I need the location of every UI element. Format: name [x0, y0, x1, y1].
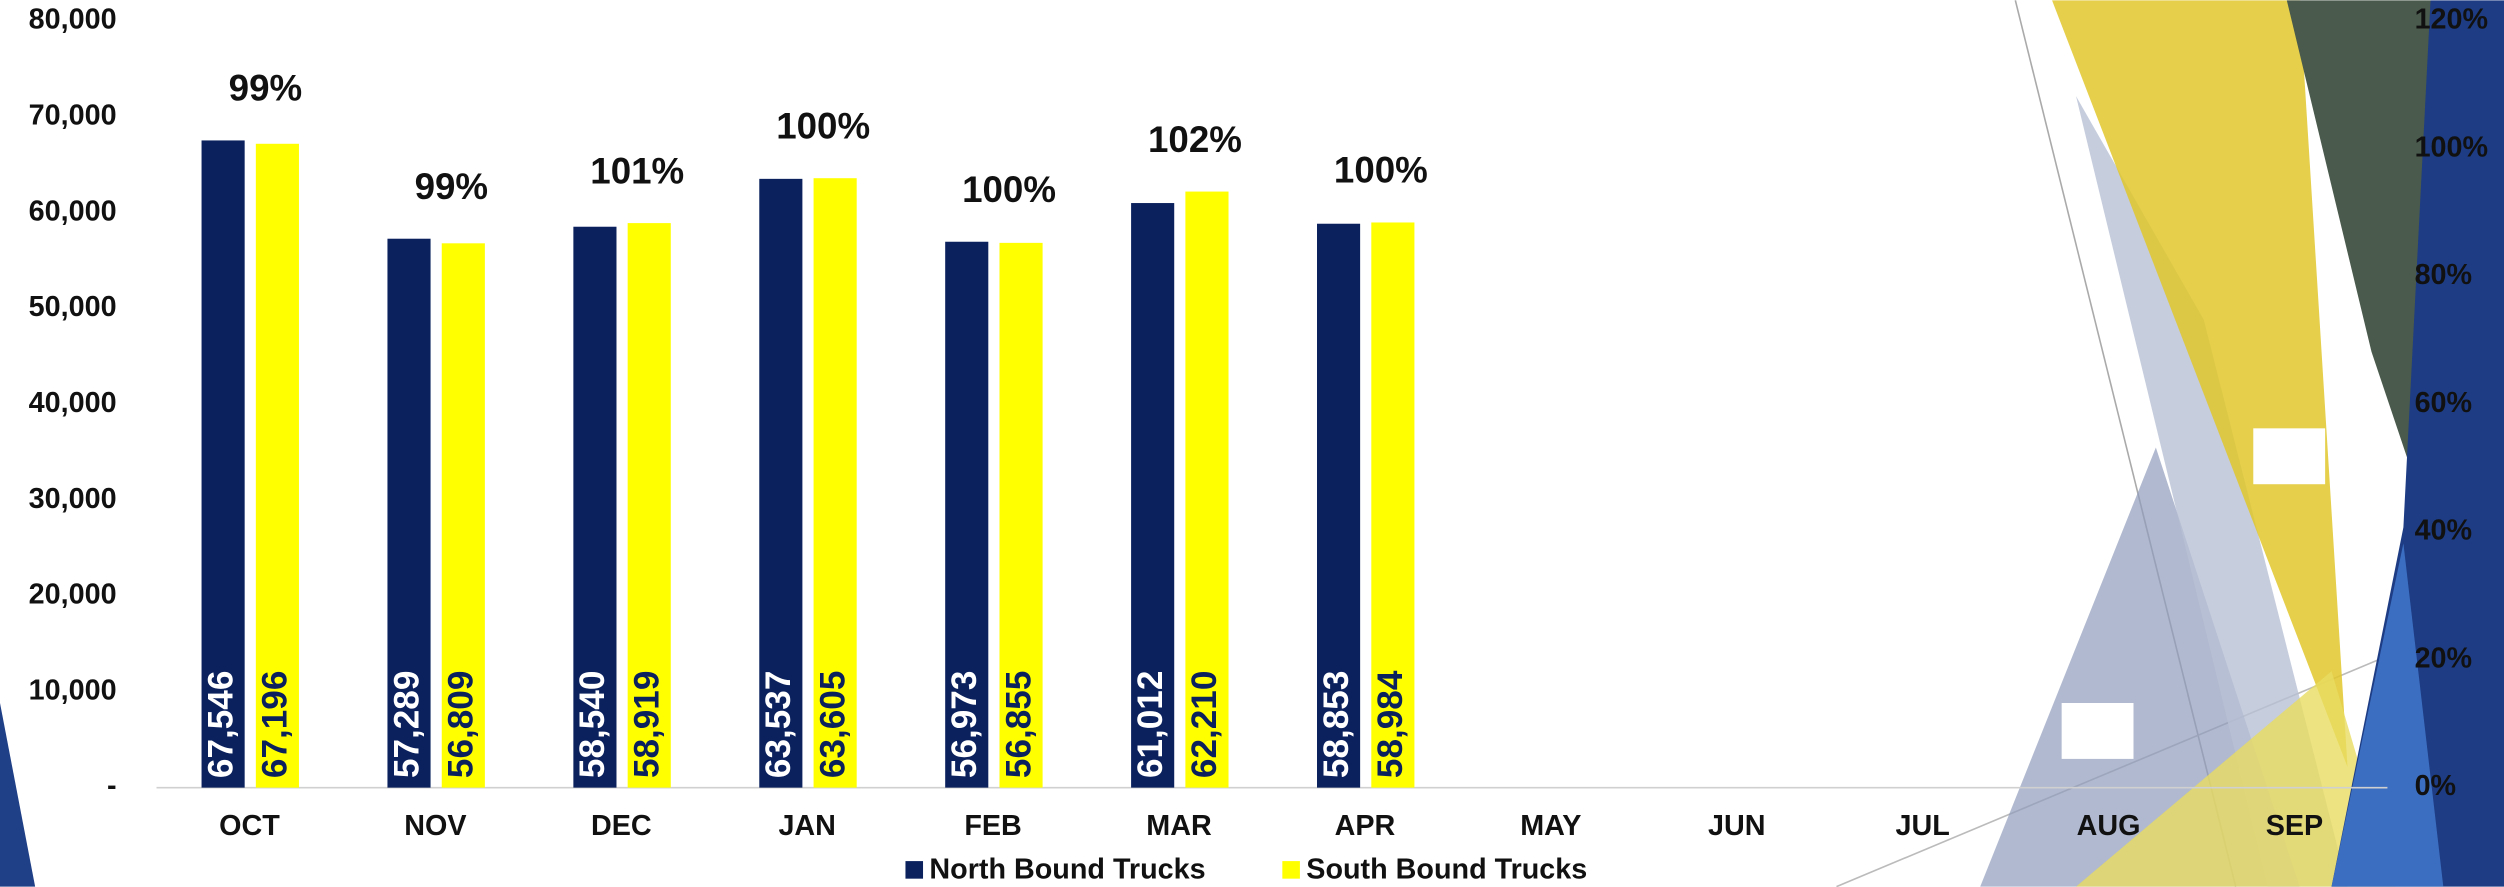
y-tick-label: 30,000 [29, 483, 117, 515]
bar-value-label: 56,973 [945, 671, 984, 778]
x-tick-label: JUN [1708, 810, 1765, 842]
legend-swatch [905, 861, 923, 879]
percent-label: 100% [1334, 150, 1428, 191]
percent-label: 101% [590, 150, 684, 191]
percent-label: 99% [229, 68, 303, 109]
x-tick-label: FEB [964, 810, 1021, 842]
legend-label: South Bound Trucks [1306, 853, 1587, 885]
legend-label: North Bound Trucks [929, 853, 1205, 885]
x-tick-label: MAY [1520, 810, 1581, 842]
bar-value-label: 56,809 [442, 671, 481, 778]
bar-value-label: 67,196 [256, 671, 295, 778]
y-tick-label: 10,000 [29, 674, 117, 706]
y2-tick-label: 120% [2415, 4, 2488, 36]
x-tick-label: JAN [778, 810, 835, 842]
x-tick-label: SEP [2266, 810, 2324, 842]
decor-box [2062, 703, 2134, 759]
bar-value-label: 58,984 [1371, 670, 1410, 778]
bar-value-label: 58,540 [573, 671, 612, 778]
y-tick-label: 80,000 [29, 4, 117, 36]
y-tick-label: 50,000 [29, 291, 117, 323]
percent-label: 102% [1148, 119, 1242, 160]
bar-value-label: 56,855 [999, 671, 1038, 778]
percent-label: 100% [776, 105, 870, 146]
x-tick-label: AUG [2077, 810, 2141, 842]
legend: North Bound Trucks South Bound Trucks [905, 853, 1587, 885]
bar-value-label: 61,012 [1131, 671, 1170, 778]
y2-tick-label: 100% [2415, 131, 2488, 163]
y2-tick-label: 20% [2415, 642, 2473, 674]
y2-tick-label: 0% [2415, 770, 2457, 802]
y-tick-label: 40,000 [29, 387, 117, 419]
chart: North Bound Trucks South Bound Trucks - 10… [0, 0, 2504, 887]
decor-box [2253, 428, 2325, 484]
bar-value-label: 67,546 [201, 671, 240, 778]
background-decor [0, 0, 2504, 886]
y2-tick-label: 80% [2415, 259, 2473, 291]
bar-value-label: 58,853 [1317, 671, 1356, 778]
bar-value-label: 57,289 [387, 671, 426, 778]
y2-tick-label: 40% [2415, 515, 2473, 547]
y-tick-label: 70,000 [29, 100, 117, 132]
x-tick-label: OCT [219, 810, 280, 842]
y-tick-label: - [107, 770, 117, 802]
x-tick-label: MAR [1146, 810, 1212, 842]
x-tick-label: JUL [1895, 810, 1949, 842]
y-tick-label: 20,000 [29, 579, 117, 611]
y2-tick-label: 60% [2415, 387, 2473, 419]
bar-value-label: 63,605 [813, 671, 852, 778]
bar-value-label: 58,919 [628, 671, 667, 778]
bar-value-label: 63,537 [759, 671, 798, 778]
percent-label: 100% [962, 169, 1056, 210]
y-tick-label: 60,000 [29, 195, 117, 227]
x-tick-label: DEC [591, 810, 652, 842]
percent-label: 99% [415, 166, 489, 207]
decor-left [0, 703, 35, 887]
x-tick-label: APR [1335, 810, 1396, 842]
x-tick-label: NOV [404, 810, 466, 842]
bar-value-label: 62,210 [1185, 671, 1224, 778]
legend-swatch [1282, 861, 1300, 879]
